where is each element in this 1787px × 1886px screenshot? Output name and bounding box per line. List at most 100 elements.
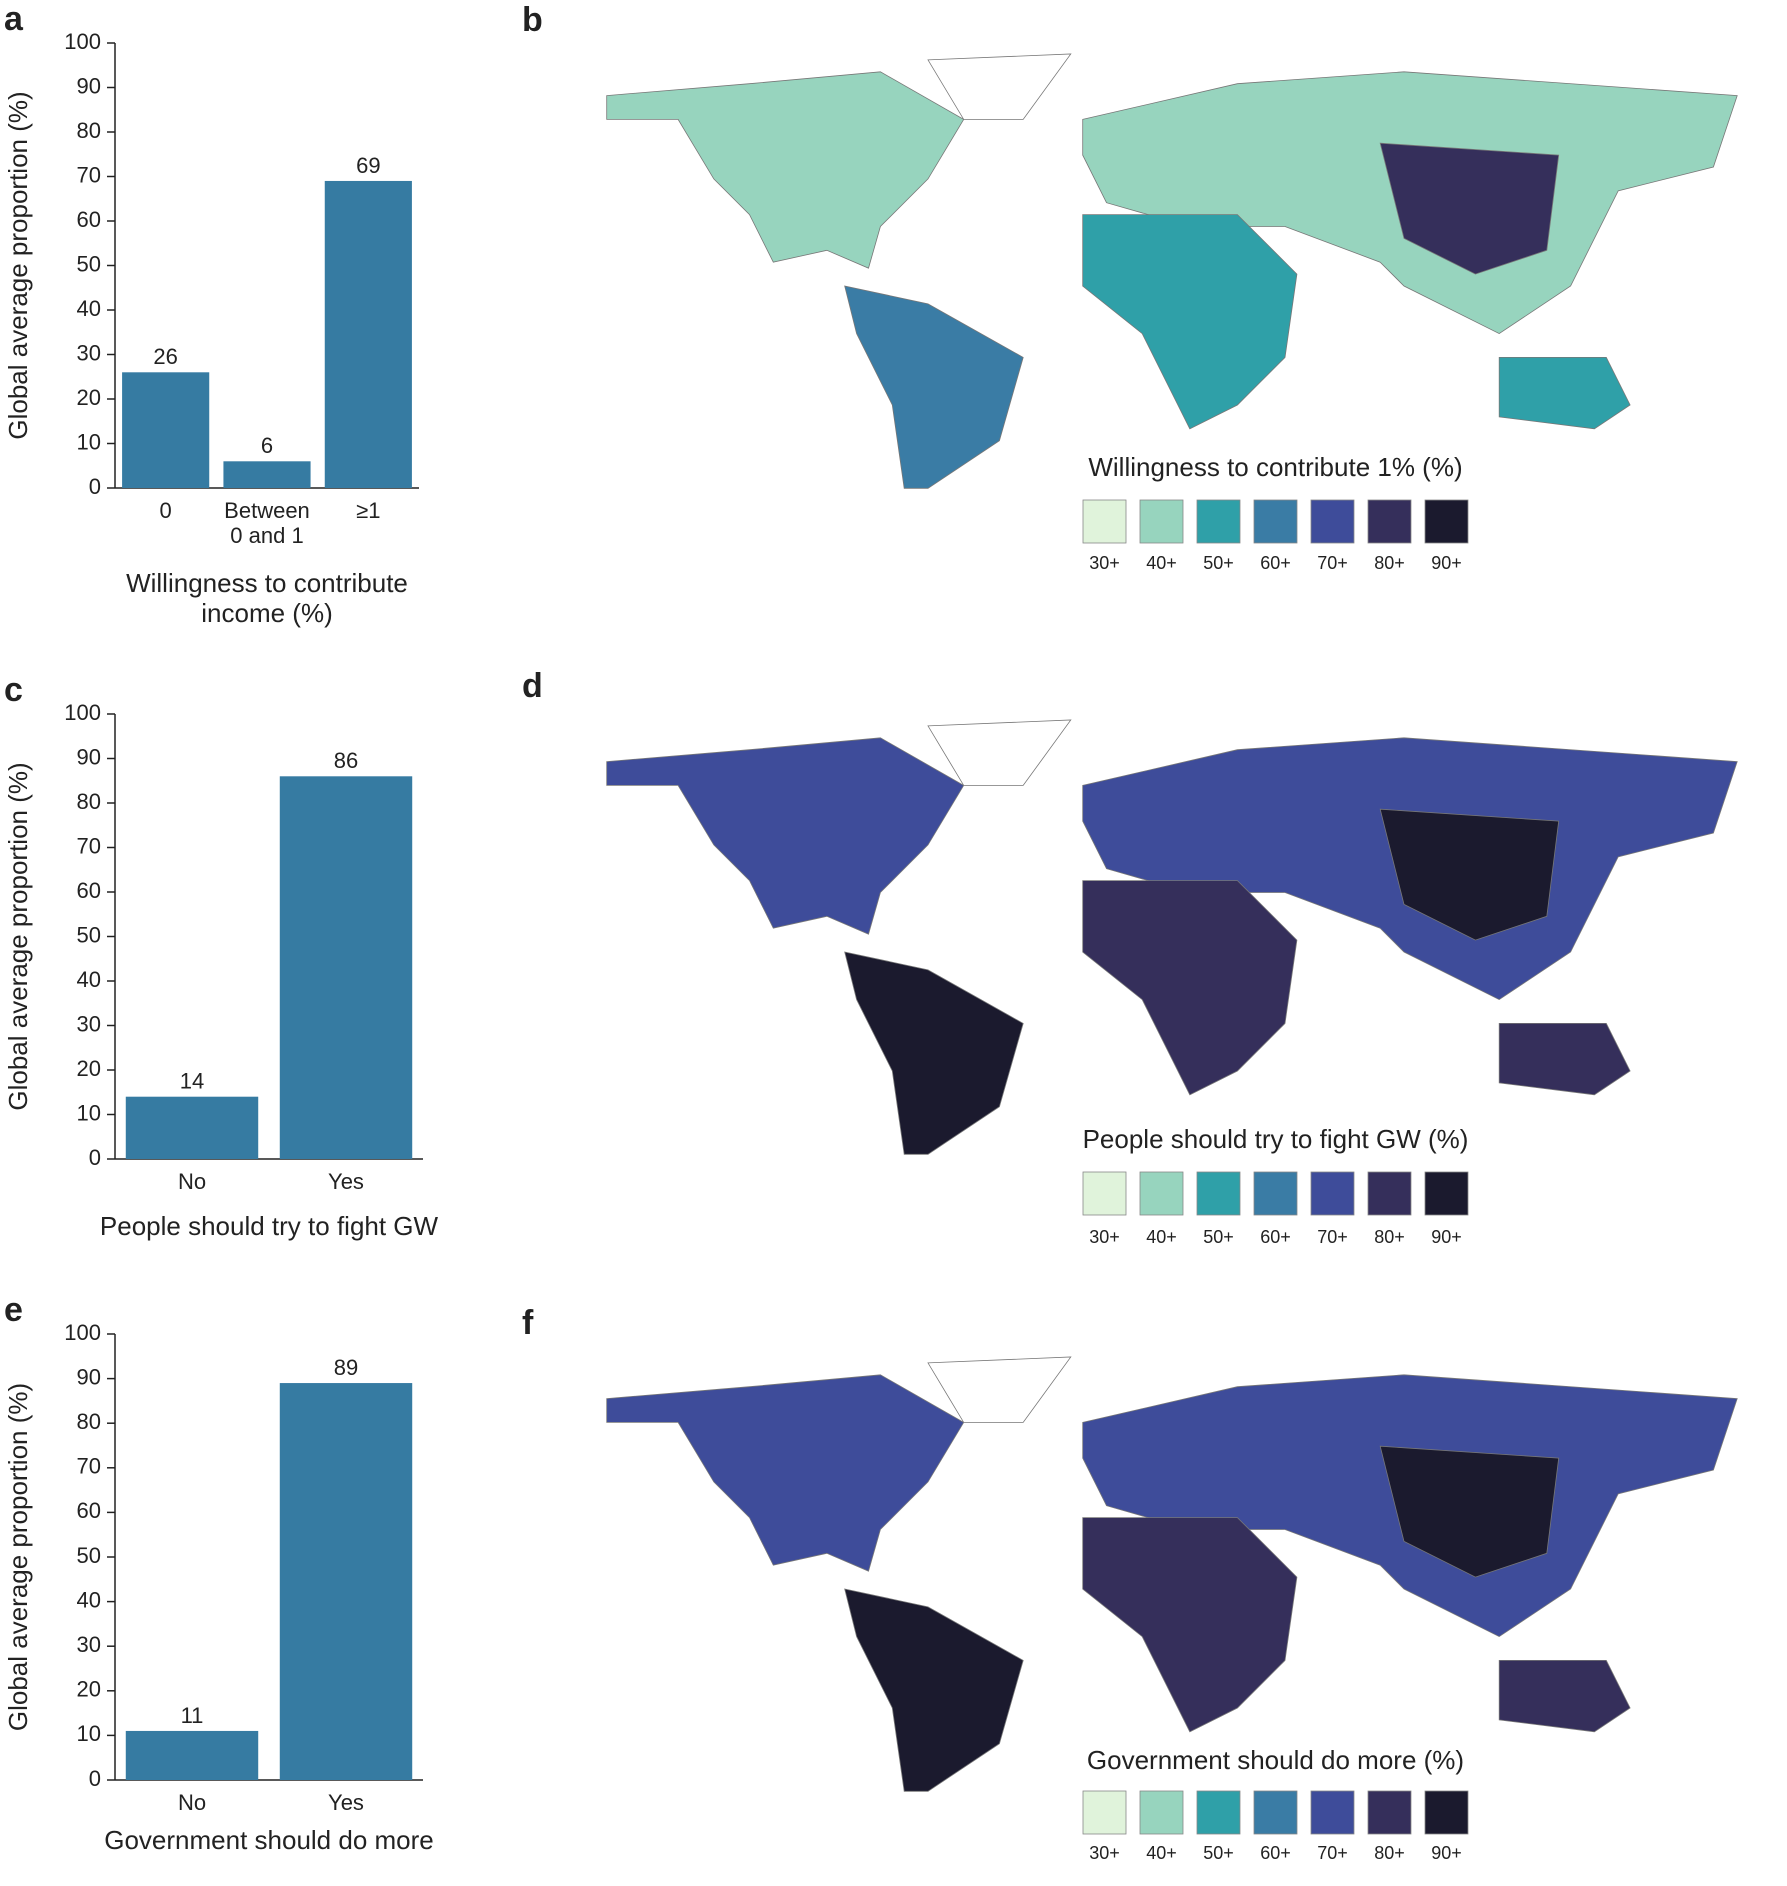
y-tick-label: 50 <box>77 251 101 276</box>
legend-title: Government should do more (%) <box>1087 1745 1464 1775</box>
map-region <box>844 1588 1024 1792</box>
legend-swatch <box>1424 499 1469 544</box>
legend-swatch <box>1424 1790 1469 1835</box>
y-axis-label: Global average proportion (%) <box>3 91 33 439</box>
y-tick-label: 0 <box>89 1766 101 1791</box>
map-region <box>927 719 1072 786</box>
legend-label: 90+ <box>1431 1843 1462 1863</box>
legend-label: 90+ <box>1431 1227 1462 1247</box>
y-tick-label: 20 <box>77 1056 101 1081</box>
y-axis-label: Global average proportion (%) <box>3 762 33 1110</box>
legend-label: 80+ <box>1374 553 1405 573</box>
legend-label: 40+ <box>1146 553 1177 573</box>
x-tick-label: No <box>177 1790 207 1815</box>
bar <box>324 180 412 488</box>
legend-label: 90+ <box>1431 553 1462 573</box>
bar <box>125 1730 259 1780</box>
legend-label: 40+ <box>1146 1843 1177 1863</box>
x-axis-label: People should try to fight GW <box>99 1211 439 1241</box>
legend-swatch <box>1196 1790 1241 1835</box>
legend-swatch <box>1253 499 1298 544</box>
legend-swatch <box>1310 1171 1355 1216</box>
map-region <box>1498 1023 1631 1096</box>
legend-swatch <box>1082 499 1127 544</box>
legend-swatch <box>1424 1171 1469 1216</box>
y-tick-label: 80 <box>77 789 101 814</box>
y-tick-label: 100 <box>64 700 101 725</box>
map-region <box>1082 880 1298 1096</box>
panel-label: c <box>4 671 23 709</box>
legend-label: 70+ <box>1317 1227 1348 1247</box>
legend-swatch <box>1310 1790 1355 1835</box>
value-label: 11 <box>181 1703 204 1728</box>
y-tick-label: 70 <box>77 1454 101 1479</box>
legend-swatch <box>1139 1790 1184 1835</box>
map-region <box>1498 1660 1631 1733</box>
y-tick-label: 20 <box>77 1677 101 1702</box>
y-tick-label: 90 <box>77 744 101 769</box>
legend-label: 40+ <box>1146 1227 1177 1247</box>
x-tick-label: Yes <box>328 1790 364 1815</box>
value-label: 14 <box>180 1069 204 1094</box>
y-tick-label: 70 <box>77 162 101 187</box>
y-tick-label: 60 <box>77 878 101 903</box>
y-tick-label: 100 <box>64 1320 101 1345</box>
legend-label: 60+ <box>1260 553 1291 573</box>
panel-label: a <box>4 0 24 38</box>
y-tick-label: 80 <box>77 118 101 143</box>
value-label: 89 <box>334 1355 358 1380</box>
map-region <box>606 737 965 935</box>
value-label: 69 <box>356 153 380 178</box>
legend-label: 70+ <box>1317 553 1348 573</box>
map-region <box>1379 808 1560 941</box>
y-tick-label: 30 <box>77 1632 101 1657</box>
value-label: 26 <box>153 344 177 369</box>
map-region <box>844 285 1024 489</box>
value-label: 6 <box>261 433 273 458</box>
legend-swatch <box>1196 1171 1241 1216</box>
map-region <box>927 53 1072 120</box>
legend-swatch <box>1082 1171 1127 1216</box>
panel-label: d <box>522 667 543 705</box>
y-tick-label: 100 <box>64 29 101 54</box>
bar <box>279 776 413 1159</box>
y-tick-label: 90 <box>77 73 101 98</box>
x-tick-label: No <box>177 1169 207 1194</box>
legend-swatch <box>1367 1171 1412 1216</box>
y-tick-label: 10 <box>77 429 101 454</box>
value-label: 86 <box>334 748 358 773</box>
y-tick-label: 30 <box>77 1011 101 1036</box>
legend-label: 30+ <box>1089 1227 1120 1247</box>
y-tick-label: 90 <box>77 1364 101 1389</box>
y-tick-label: 40 <box>77 1587 101 1612</box>
legend-swatch <box>1367 499 1412 544</box>
legend-swatch <box>1253 1790 1298 1835</box>
y-tick-label: 30 <box>77 340 101 365</box>
legend-label: 50+ <box>1203 1227 1234 1247</box>
x-tick-label: 0 <box>159 498 172 523</box>
x-axis-label: Government should do more <box>104 1825 434 1855</box>
panel-label: e <box>4 1291 23 1329</box>
map-region <box>1082 1517 1298 1733</box>
legend-swatch <box>1082 1790 1127 1835</box>
x-tick-label: Between 0 and 1 <box>224 498 310 549</box>
y-axis-label: Global average proportion (%) <box>3 1383 33 1731</box>
legend-label: 80+ <box>1374 1843 1405 1863</box>
map-region <box>1082 214 1298 430</box>
y-tick-label: 0 <box>89 474 101 499</box>
map-region <box>606 71 965 269</box>
panel-label: f <box>522 1304 534 1342</box>
bar <box>279 1383 413 1780</box>
y-tick-label: 60 <box>77 207 101 232</box>
legend-label: 60+ <box>1260 1227 1291 1247</box>
legend-label: 80+ <box>1374 1227 1405 1247</box>
legend-swatch <box>1310 499 1355 544</box>
map-region <box>1379 142 1560 275</box>
y-tick-label: 60 <box>77 1498 101 1523</box>
legend-label: 30+ <box>1089 1843 1120 1863</box>
map-region <box>1498 356 1631 430</box>
map-region <box>606 1374 965 1572</box>
y-tick-label: 80 <box>77 1409 101 1434</box>
y-tick-label: 20 <box>77 385 101 410</box>
